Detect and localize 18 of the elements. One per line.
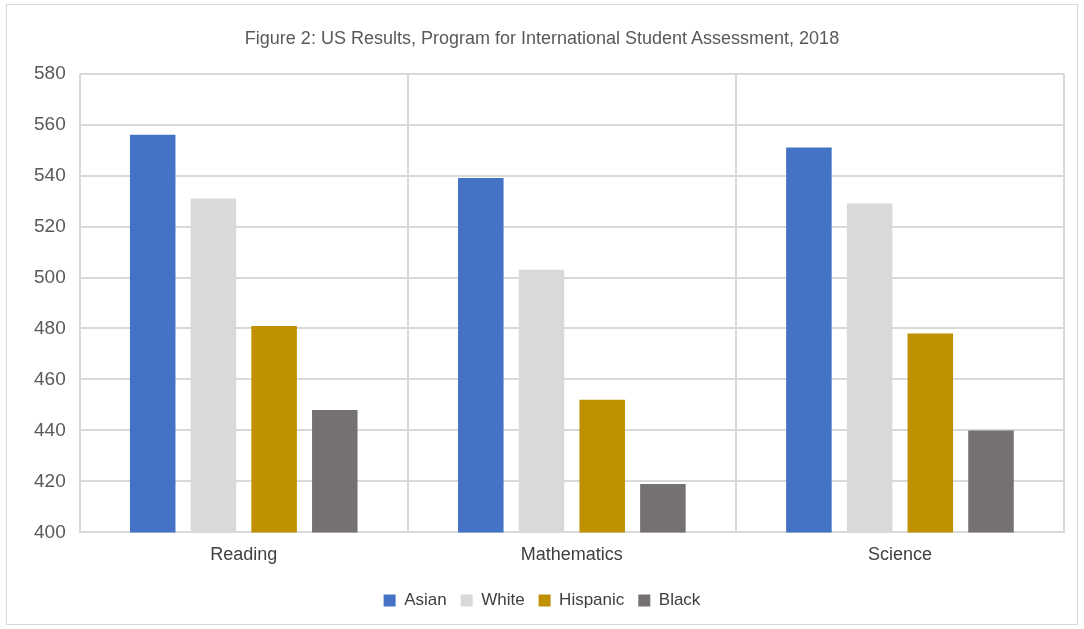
y-tick-label: 420 xyxy=(34,469,66,491)
legend-label: White xyxy=(481,590,525,610)
y-tick-label: 580 xyxy=(34,61,66,83)
legend-label: Asian xyxy=(404,590,447,610)
y-tick-label: 500 xyxy=(34,265,66,287)
legend-label: Black xyxy=(658,590,701,610)
y-tick-label: 480 xyxy=(34,316,66,338)
y-tick-label: 440 xyxy=(34,418,66,440)
x-tick-label: Mathematics xyxy=(520,544,623,565)
y-tick-label: 520 xyxy=(34,214,66,236)
y-tick-label: 540 xyxy=(34,163,66,185)
y-tick-label: 400 xyxy=(34,520,66,542)
x-tick-label: Science xyxy=(867,544,932,565)
x-tick-label: Reading xyxy=(210,544,278,565)
chart-title: Figure 2: US Results, Program for International Student Assessment, 2018 xyxy=(244,27,840,48)
legend-label: Hispanic xyxy=(559,590,625,610)
y-tick-label: 560 xyxy=(34,112,66,134)
y-tick-label: 460 xyxy=(34,367,66,389)
